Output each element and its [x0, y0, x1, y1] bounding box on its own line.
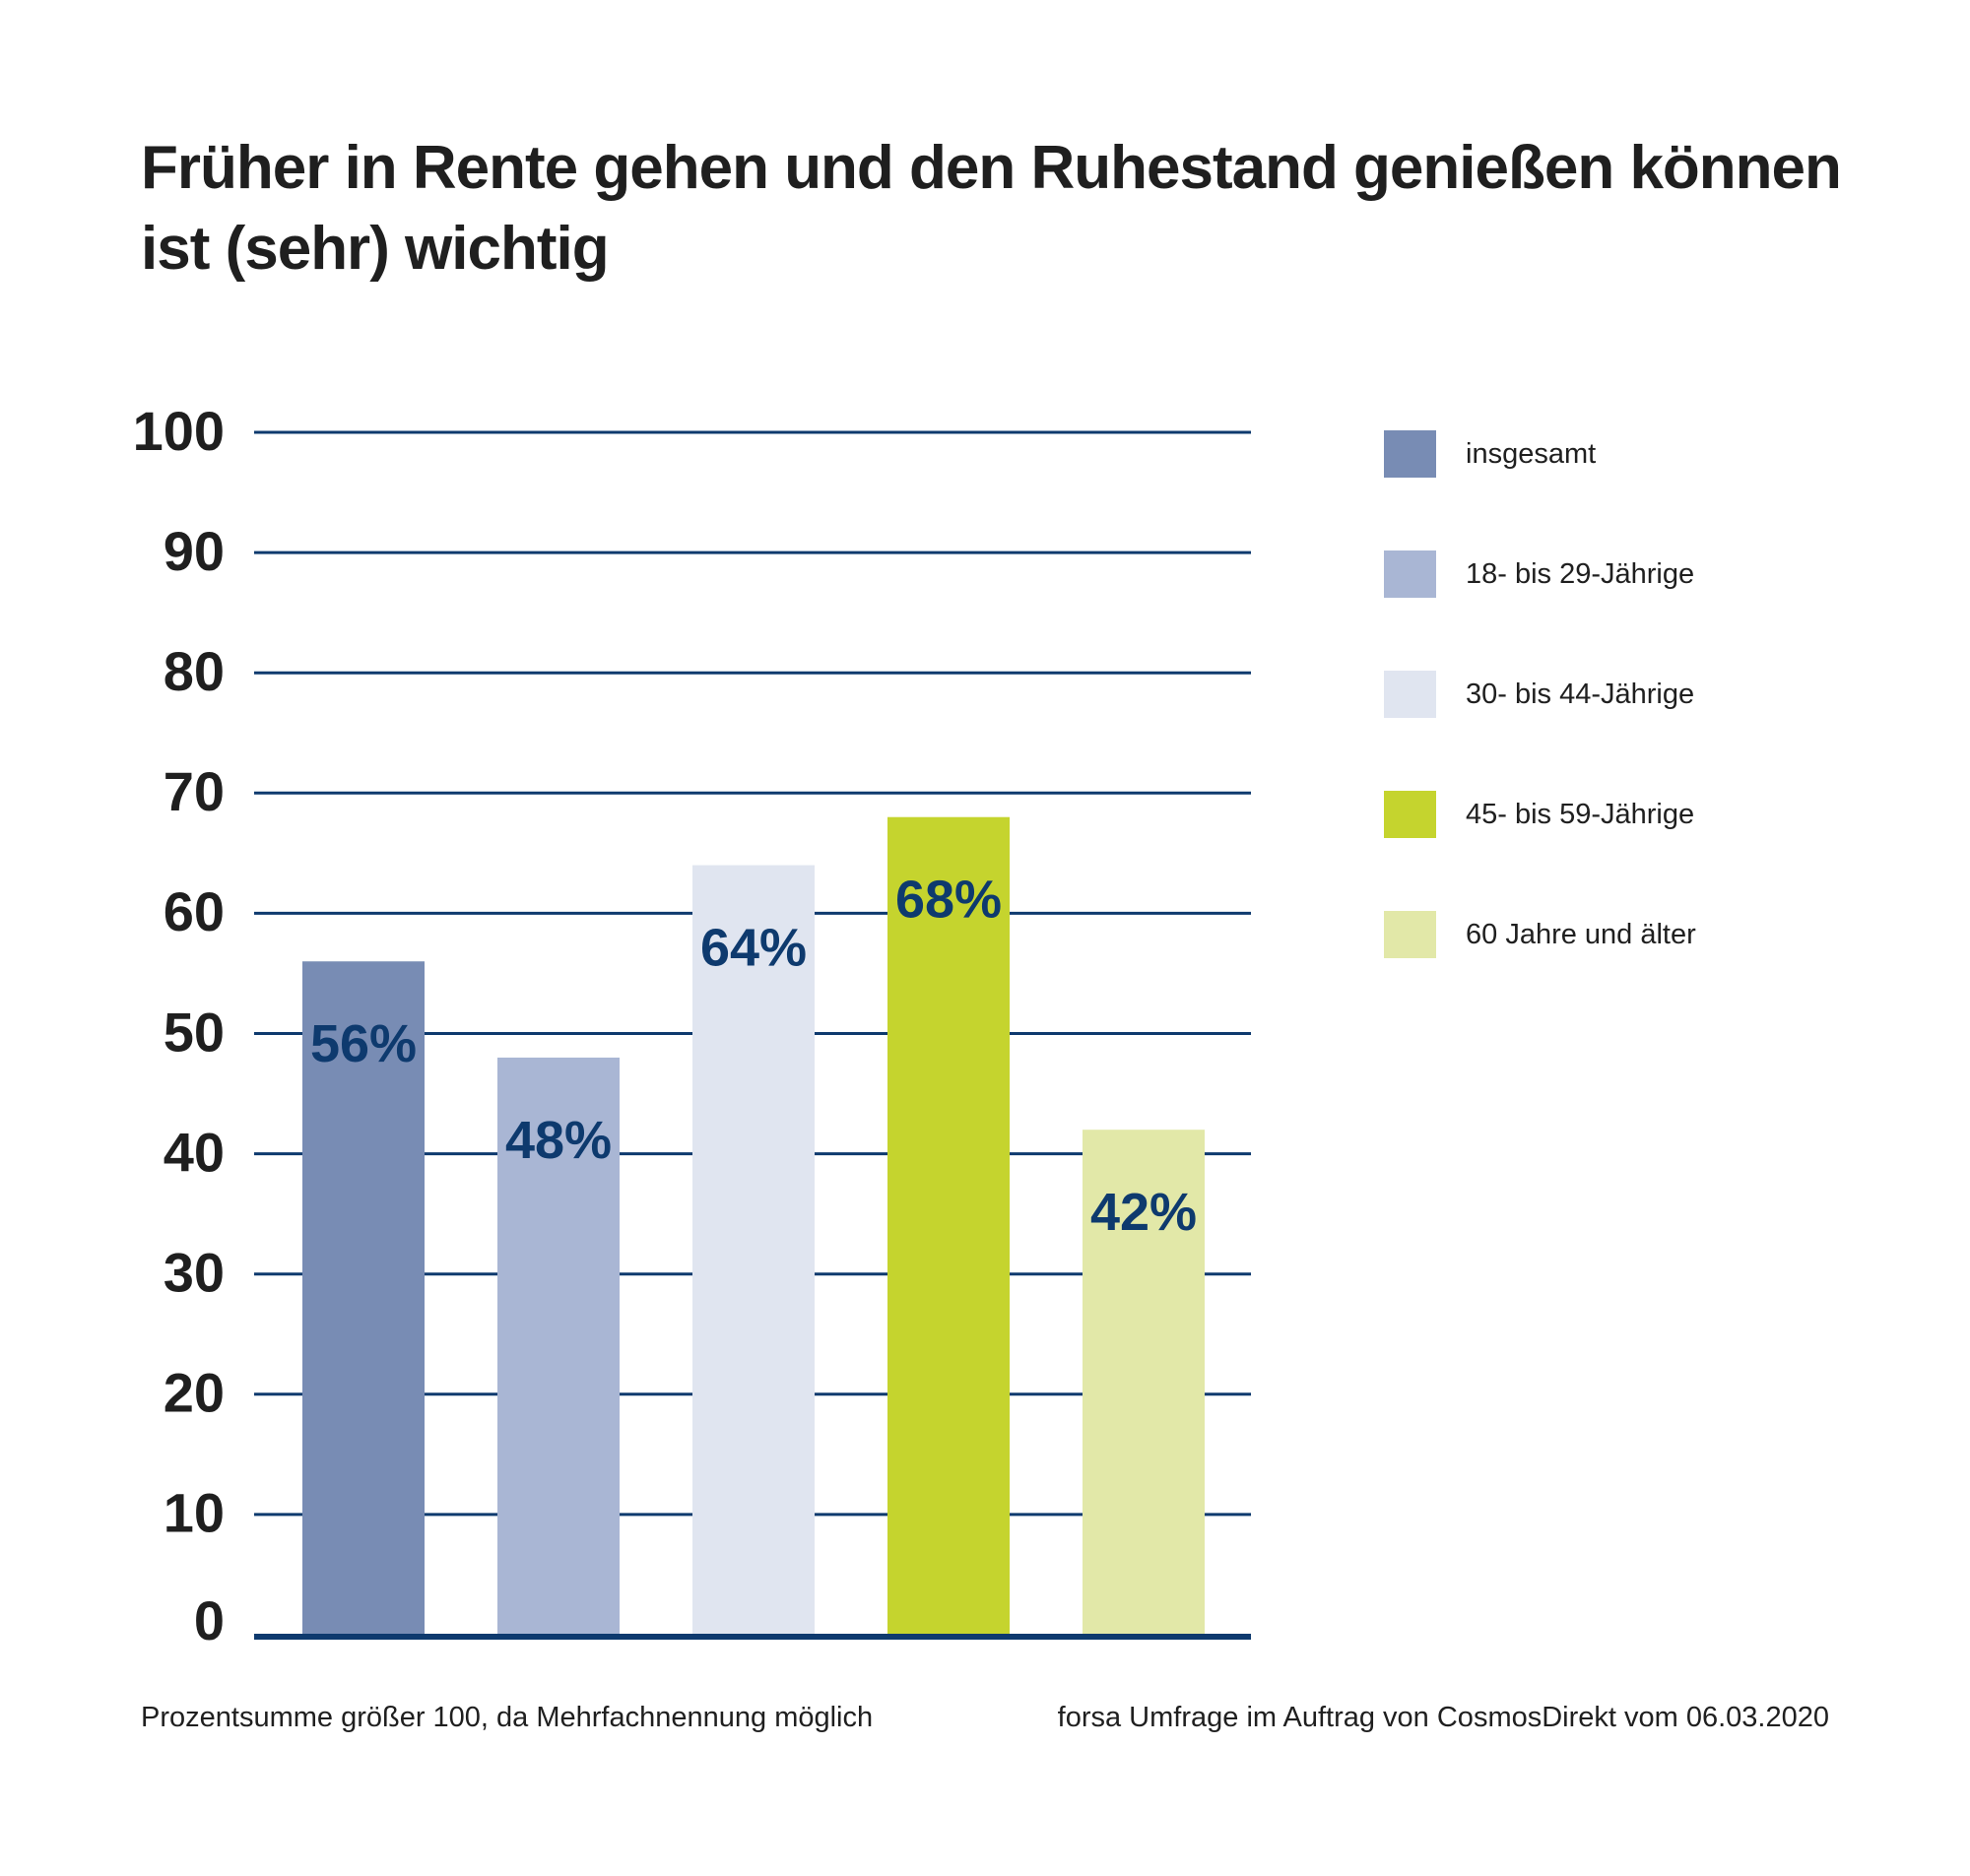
legend-label-3: 30- bis 44-Jährige: [1466, 678, 1695, 710]
y-tick-label-30: 30: [164, 1241, 225, 1303]
bar-4: [887, 816, 1010, 1635]
y-tick-label-70: 70: [164, 760, 225, 822]
bar-value-label-2: 48%: [505, 1111, 612, 1170]
legend-item-5: 60 Jahre und älter: [1384, 910, 1696, 959]
legend-item-3: 30- bis 44-Jährige: [1384, 670, 1694, 719]
legend-swatch-5: [1384, 911, 1436, 958]
y-tick-label-80: 80: [164, 640, 225, 702]
chart-title: Früher in Rente gehen und den Ruhestand …: [141, 128, 1865, 290]
chart-title-line-2: ist (sehr) wichtig: [141, 215, 610, 283]
legend-label-1: insgesamt: [1466, 437, 1597, 470]
y-tick-label-100: 100: [133, 400, 225, 462]
bar-value-label-1: 56%: [310, 1014, 417, 1073]
y-tick-label-40: 40: [164, 1121, 225, 1183]
bar-1: [302, 961, 425, 1635]
y-tick-label-20: 20: [164, 1362, 225, 1424]
legend-label-5: 60 Jahre und älter: [1466, 918, 1696, 950]
y-tick-label-90: 90: [164, 520, 225, 582]
footnote-source: forsa Umfrage im Auftrag von CosmosDirek…: [1057, 1702, 1829, 1733]
bar-value-label-5: 42%: [1090, 1183, 1197, 1242]
legend-item-4: 45- bis 59-Jährige: [1384, 790, 1694, 839]
legend-item-1: insgesamt: [1384, 429, 1596, 479]
y-tick-label-50: 50: [164, 1001, 225, 1063]
legend-item-2: 18- bis 29-Jährige: [1384, 550, 1694, 599]
bar-2: [497, 1057, 620, 1635]
y-tick-label-10: 10: [164, 1482, 225, 1544]
y-tick-label-0: 0: [194, 1589, 225, 1651]
bar-5: [1083, 1130, 1205, 1635]
bar-3: [692, 865, 815, 1635]
legend-swatch-4: [1384, 791, 1436, 838]
bar-value-label-4: 68%: [895, 871, 1002, 930]
legend-swatch-2: [1384, 550, 1436, 598]
chart-title-line-1: Früher in Rente gehen und den Ruhestand …: [141, 134, 1842, 202]
footnote-left: Prozentsumme größer 100, da Mehrfachnenn…: [141, 1702, 874, 1733]
legend-swatch-3: [1384, 671, 1436, 718]
bar-value-label-3: 64%: [700, 919, 807, 978]
legend-swatch-1: [1384, 430, 1436, 478]
y-tick-label-60: 60: [164, 880, 225, 942]
legend-label-4: 45- bis 59-Jährige: [1466, 798, 1695, 830]
legend-label-2: 18- bis 29-Jährige: [1466, 557, 1695, 590]
